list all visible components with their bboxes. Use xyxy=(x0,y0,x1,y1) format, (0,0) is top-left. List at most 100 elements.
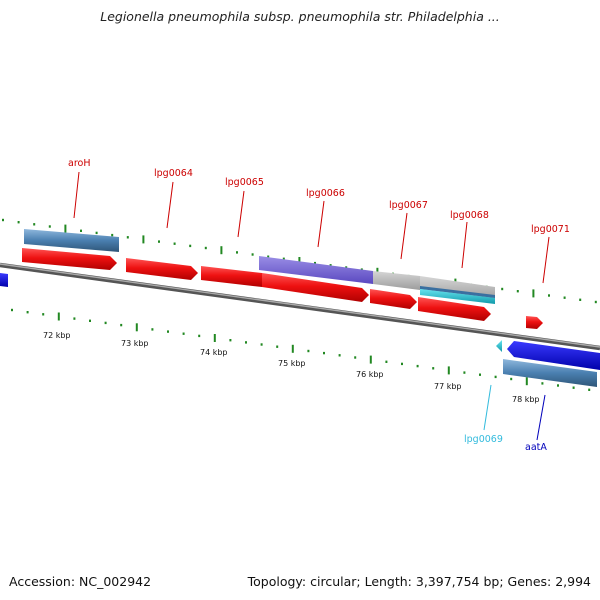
ruler-tick-minor xyxy=(401,362,403,366)
ruler-tick-minor xyxy=(541,382,544,385)
ruler-tick-minor xyxy=(89,319,91,322)
cds-arrow-lpg0066 xyxy=(262,273,369,302)
ruler-tick-minor xyxy=(42,313,45,316)
misc-feature-lpg0066 xyxy=(259,256,373,284)
leader-lpg0065 xyxy=(237,190,245,238)
ruler-tick-major xyxy=(135,323,138,332)
gene-label-lpg0067: lpg0067 xyxy=(389,200,428,211)
outer-tick-minor xyxy=(516,290,519,293)
outer-tick-major xyxy=(64,224,67,233)
gene-label-lpg0068: lpg0068 xyxy=(450,210,489,221)
ruler-label-72: 72 kbp xyxy=(43,331,71,340)
ruler-label-75: 75 kbp xyxy=(278,359,306,368)
ruler-label-74: 74 kbp xyxy=(200,348,228,357)
genome-backbone-highlight xyxy=(0,263,600,348)
gene-label-lpg0066: lpg0066 xyxy=(306,188,345,199)
cds-arrow-lpg0071 xyxy=(526,316,543,329)
cds-arrow-aroh xyxy=(22,248,117,270)
ruler-tick-minor xyxy=(120,323,123,327)
map-title: Legionella pneumophila subsp. pneumophil… xyxy=(100,9,500,24)
outer-tick-minor xyxy=(80,229,82,232)
outer-tick-minor xyxy=(579,298,582,301)
outer-tick-minor xyxy=(267,255,270,258)
ruler-tick-minor xyxy=(557,384,559,387)
ruler-tick-minor xyxy=(338,354,341,357)
ruler-tick-minor xyxy=(26,311,29,314)
cds-arrow-lpg0068 xyxy=(418,297,491,321)
genome-backbone xyxy=(0,262,600,351)
feature-bar-lpg0068 xyxy=(420,286,495,298)
ruler-tick-minor xyxy=(167,330,169,333)
gene-label-aroh: aroH xyxy=(68,158,90,169)
outer-tick-minor xyxy=(329,264,332,267)
outer-tick-minor xyxy=(548,294,550,297)
gene-label-lpg0071: lpg0071 xyxy=(531,224,570,235)
ruler-tick-major xyxy=(369,355,372,364)
ruler-tick-minor xyxy=(572,386,575,389)
gene-bar-aroh xyxy=(24,229,119,252)
outer-tick-minor xyxy=(111,233,114,237)
ruler-tick-minor xyxy=(494,375,497,379)
outer-tick-minor xyxy=(189,244,192,248)
ruler-tick-minor xyxy=(229,339,232,342)
outer-tick-minor xyxy=(2,218,4,222)
outer-tick-minor xyxy=(563,296,566,299)
outer-tick-minor xyxy=(126,236,129,239)
leader-lpg0066 xyxy=(317,200,325,248)
outer-tick-minor xyxy=(314,261,316,265)
leader-lpg0064 xyxy=(166,181,174,229)
outer-tick-minor xyxy=(95,231,98,235)
ruler-label-78: 78 kbp xyxy=(512,395,540,404)
outer-tick-minor xyxy=(594,300,597,304)
ruler-tick-minor xyxy=(245,341,247,344)
ruler-label-73: 73 kbp xyxy=(121,339,149,348)
ruler-tick-minor xyxy=(432,367,435,370)
leader-aroh xyxy=(73,171,80,219)
leader-lpg0068 xyxy=(461,221,468,269)
gene-bar-aata xyxy=(503,359,597,387)
ruler-tick-major xyxy=(291,344,294,353)
outer-tick-minor xyxy=(48,225,51,228)
gene-label-lpg0064: lpg0064 xyxy=(154,168,193,179)
outer-tick-major xyxy=(220,246,223,255)
ruler-tick-minor xyxy=(276,345,279,348)
topology-summary: Topology: circular; Length: 3,397,754 bp… xyxy=(247,574,591,589)
ruler-label-76: 76 kbp xyxy=(356,370,384,379)
gene-label-aata: aatA xyxy=(525,442,547,453)
ruler-tick-major xyxy=(447,366,450,375)
cds-arrow-aata xyxy=(507,341,600,370)
ruler-tick-minor xyxy=(416,364,419,368)
outer-tick-minor xyxy=(158,240,160,243)
cds-arrow-left-edge xyxy=(0,273,8,287)
grey-feature-lpg0067 xyxy=(373,271,420,290)
outer-tick-minor xyxy=(282,257,285,260)
outer-tick-minor xyxy=(173,242,176,245)
cds-arrow-lpg0064 xyxy=(126,258,198,280)
ruler-tick-minor xyxy=(463,371,466,374)
accession-text: Accession: NC_002942 xyxy=(9,574,152,589)
ruler-tick-minor xyxy=(307,349,310,353)
cyan-feature-lpg0068 xyxy=(420,289,495,304)
ruler-tick-minor xyxy=(73,317,76,320)
outer-tick-minor xyxy=(33,223,36,226)
cds-arrow-lpg0065 xyxy=(201,266,269,287)
ruler-tick-major xyxy=(57,312,60,321)
leader-lpg0067 xyxy=(400,212,408,260)
ruler-tick-minor xyxy=(479,373,481,376)
ruler-tick-minor xyxy=(11,308,13,312)
cds-arrow-lpg0069 xyxy=(496,340,502,352)
ruler-tick-minor xyxy=(151,328,154,331)
ruler-tick-minor xyxy=(510,377,513,381)
leader-aata xyxy=(536,394,546,441)
outer-tick-major xyxy=(298,257,301,265)
outer-tick-major xyxy=(532,289,535,298)
leader-lpg0069 xyxy=(483,384,492,431)
ruler-tick-major xyxy=(213,334,216,342)
outer-tick-minor xyxy=(251,253,254,256)
ruler-tick-minor xyxy=(182,332,185,335)
ruler-tick-minor xyxy=(104,321,107,325)
ruler-tick-minor xyxy=(198,334,201,338)
outer-tick-minor xyxy=(204,246,207,250)
cds-arrow-lpg0067 xyxy=(370,289,417,309)
